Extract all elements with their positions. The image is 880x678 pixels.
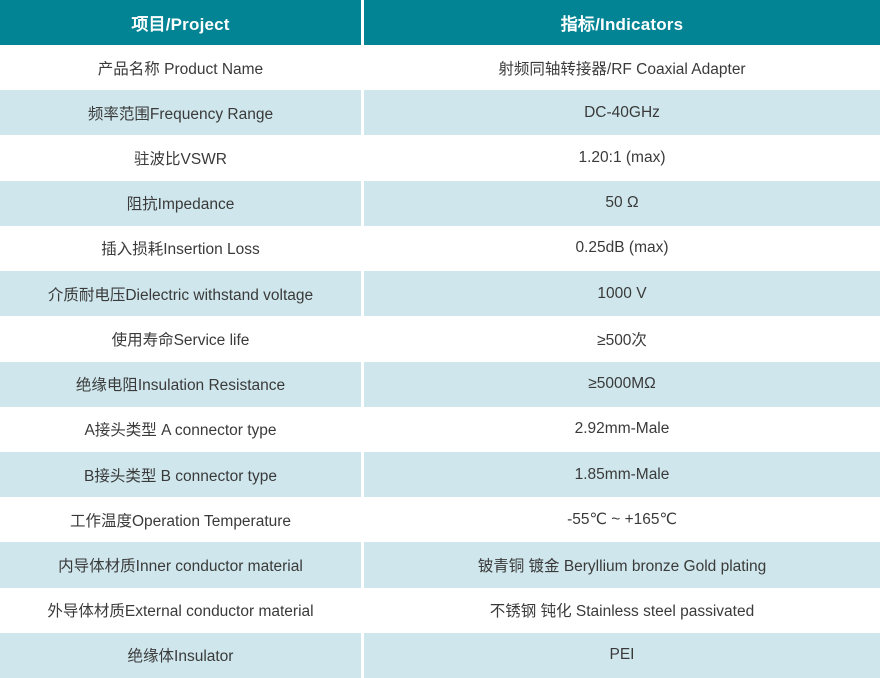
indicator-cell: DC-40GHz: [584, 103, 660, 121]
indicator-cell: 不锈钢 钝化 Stainless steel passivated: [489, 603, 755, 621]
indicator-cell: 射频同轴转接器/RF Coaxial Adapter: [498, 60, 746, 78]
project-cell: A接头类型 A connector type: [0, 406, 364, 452]
project-cell: 使用寿命Service life: [0, 316, 364, 362]
table-row: 频率范围Frequency Range DC-40GHz: [0, 90, 880, 136]
indicator-cell: ≥5000MΩ: [588, 375, 656, 393]
project-cell: 外导体材质External conductor material: [0, 587, 364, 633]
project-cell: 内导体材质Inner conductor material: [0, 542, 364, 588]
table-row: 驻波比VSWR 1.20:1 (max): [0, 135, 880, 181]
header-cell-indicators: 指标/Indicators: [560, 15, 684, 34]
project-cell: 介质耐电压Dielectric withstand voltage: [0, 271, 364, 317]
project-cell: 绝缘电阻Insulation Resistance: [0, 361, 364, 407]
indicator-cell: 铍青铜 镀金 Beryllium bronze Gold plating: [477, 558, 767, 576]
project-cell: B接头类型 B connector type: [0, 451, 364, 498]
project-cell: 插入损耗Insertion Loss: [0, 225, 364, 272]
table-row: 使用寿命Service life ≥500次: [0, 316, 880, 362]
project-cell: 绝缘体Insulator: [0, 632, 364, 678]
project-cell: 阻抗Impedance: [0, 180, 364, 226]
indicator-cell: 50 Ω: [605, 194, 639, 212]
table-row: 插入损耗Insertion Loss 0.25dB (max): [0, 225, 880, 272]
table-row: B接头类型 B connector type 1.85mm-Male: [0, 451, 880, 498]
table-row: 阻抗Impedance 50 Ω: [0, 180, 880, 226]
indicator-cell: 1000 V: [597, 284, 647, 302]
indicator-cell: 2.92mm-Male: [574, 420, 670, 438]
table-row: 内导体材质Inner conductor material 铍青铜 镀金 Ber…: [0, 542, 880, 588]
table-row: 介质耐电压Dielectric withstand voltage 1000 V: [0, 271, 880, 317]
table-header-row: 项目/Project 指标/Indicators: [0, 0, 880, 45]
project-cell: 产品名称 Product Name: [0, 45, 364, 91]
table-row: 外导体材质External conductor material 不锈钢 钝化 …: [0, 587, 880, 633]
indicator-cell: 1.20:1 (max): [578, 149, 666, 167]
project-cell: 工作温度Operation Temperature: [0, 497, 364, 543]
project-cell: 驻波比VSWR: [0, 135, 364, 181]
table-row: 工作温度Operation Temperature -55℃ ~ +165℃: [0, 497, 880, 543]
indicator-cell: 1.85mm-Male: [574, 465, 670, 483]
table-row: 绝缘体Insulator PEI: [0, 632, 880, 678]
indicator-cell: PEI: [609, 646, 635, 664]
indicator-cell: 0.25dB (max): [575, 239, 669, 257]
table-body: 产品名称 Product Name 射频同轴转接器/RF Coaxial Ada…: [0, 45, 880, 678]
table-row: A接头类型 A connector type 2.92mm-Male: [0, 406, 880, 452]
indicator-cell: -55℃ ~ +165℃: [567, 511, 677, 529]
table-row: 绝缘电阻Insulation Resistance ≥5000MΩ: [0, 361, 880, 407]
project-cell: 频率范围Frequency Range: [0, 90, 364, 136]
header-cell-project: 项目/Project: [0, 0, 364, 45]
table-row: 产品名称 Product Name 射频同轴转接器/RF Coaxial Ada…: [0, 45, 880, 91]
indicator-cell: ≥500次: [597, 331, 647, 349]
